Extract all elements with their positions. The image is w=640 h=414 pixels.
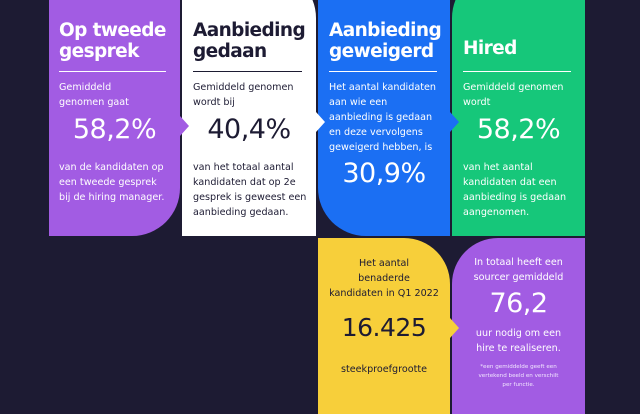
card-4-description: van het aantal kandidaten dat een aanbiedi… — [463, 162, 567, 218]
card-aanbieding-geweigerd — [318, 0, 450, 236]
card-6-value: 76,2 — [489, 288, 548, 319]
card-5-intro: Het aantal benaderde kandidaten in Q1 2022 — [329, 258, 439, 299]
card-6-intro: In totaal heeft een sourcer gemiddeld — [473, 257, 564, 283]
card-4-rule — [463, 71, 571, 72]
card-2-value: 40,4% — [207, 114, 291, 145]
card-4-intro: Gemiddeld genomen wordt — [463, 82, 564, 108]
card-1-intro: Gemiddeld genomen gaat — [59, 82, 129, 108]
card-3-title: Aanbieding geweigerd — [329, 20, 442, 62]
card-5-caption: steekproefgrootte — [340, 364, 428, 375]
card-2-title: Aanbieding gedaan — [193, 20, 306, 62]
card-1-description: van de kandidaten op een tweede gesprek bi… — [59, 162, 165, 203]
card-4-title: Hired — [463, 38, 517, 59]
card-2-description: van het totaal aantal kandidaten dat op 2… — [193, 162, 307, 218]
card-1-rule — [59, 71, 166, 72]
card-4-notch — [450, 112, 459, 132]
card-6-notch — [450, 318, 459, 338]
card-3-notch — [316, 112, 325, 132]
card-sourcer-uren — [452, 238, 585, 414]
card-2-rule — [193, 71, 302, 72]
card-6-footnote: *een gemiddelde geeft een vertekend beeld… — [478, 364, 559, 388]
card-1-title: Op tweede gesprek — [59, 20, 166, 62]
card-1-value: 58,2% — [72, 114, 157, 145]
card-3-description: Het aantal kandidaten aan wie een aanbiedi… — [329, 82, 436, 153]
card-benaderde-kandidaten — [318, 238, 450, 414]
card-2-notch — [180, 116, 189, 136]
card-2-intro: Gemiddeld genomen wordt bij — [193, 82, 294, 108]
card-3-value: 30,9% — [342, 158, 426, 189]
card-op-tweede-gesprek — [49, 0, 180, 236]
card-6-description: uur nodig om een hire te realiseren. — [475, 328, 562, 354]
card-hired — [452, 0, 585, 236]
card-5-value: 16.425 — [341, 313, 427, 342]
card-aanbieding-gedaan — [182, 0, 316, 236]
card-3-rule — [329, 71, 437, 72]
card-4-value: 58,2% — [476, 114, 561, 145]
